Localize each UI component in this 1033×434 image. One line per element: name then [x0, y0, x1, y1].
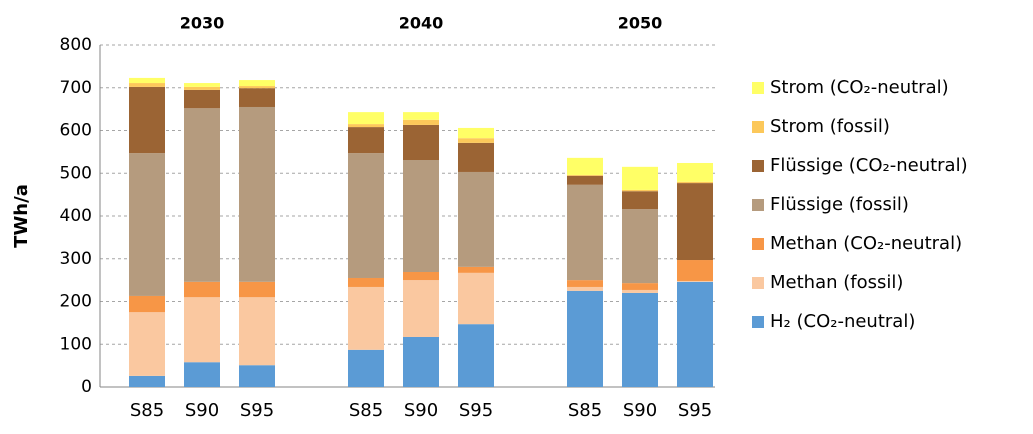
bar-segment — [348, 124, 384, 128]
bar-segment — [567, 157, 603, 175]
bar-segment — [622, 209, 658, 284]
bar-segment — [677, 183, 713, 261]
x-tick-label: S95 — [459, 400, 493, 421]
bar-segment — [348, 277, 384, 287]
y-tick-label: 800 — [60, 35, 92, 55]
bar-segment — [184, 83, 220, 87]
bar-segment — [184, 281, 220, 298]
bar-segment — [458, 127, 494, 139]
bar-segment — [677, 181, 713, 184]
bar-segment — [458, 272, 494, 325]
bar-segment — [567, 175, 603, 185]
bar-segment — [622, 283, 658, 290]
bar-segment — [129, 375, 165, 387]
bar-segment — [129, 153, 165, 296]
bar-segment — [348, 112, 384, 125]
bar-segment — [184, 89, 220, 109]
x-tick-label: S85 — [349, 400, 383, 421]
x-tick-label: S95 — [240, 400, 274, 421]
bar-segment — [184, 86, 220, 90]
x-tick-label: S90 — [623, 400, 657, 421]
bar-segment — [622, 289, 658, 293]
y-tick-label: 600 — [60, 121, 92, 141]
bar-segment — [129, 86, 165, 154]
bar-segment — [403, 159, 439, 273]
bar-segment — [403, 112, 439, 120]
bar-segment — [129, 83, 165, 87]
bar-segment — [622, 166, 658, 190]
x-tick-label: S90 — [185, 400, 219, 421]
group-label: 2050 — [618, 14, 663, 33]
bar-segment — [239, 106, 275, 282]
legend-swatch — [752, 316, 764, 328]
x-tick-label: S85 — [568, 400, 602, 421]
bar-segment — [348, 153, 384, 278]
legend-swatch — [752, 160, 764, 172]
legend-label: Flüssige (CO₂-neutral) — [770, 155, 968, 176]
bar-segment — [239, 88, 275, 107]
bar-segment — [677, 280, 713, 282]
bar-segment — [184, 108, 220, 282]
legend-swatch — [752, 199, 764, 211]
legend-swatch — [752, 238, 764, 250]
bar-segment — [567, 286, 603, 291]
bar-segment — [403, 272, 439, 281]
bar-segment — [567, 174, 603, 176]
bar-segment — [239, 86, 275, 89]
legend-label: Strom (fossil) — [770, 116, 890, 137]
bar-segment — [567, 184, 603, 281]
bar-segment — [129, 295, 165, 313]
bar-segment — [239, 80, 275, 87]
bar-segment — [403, 124, 439, 160]
y-tick-label: 200 — [60, 292, 92, 312]
bar-segment — [458, 171, 494, 267]
legend-label: H₂ (CO₂-neutral) — [770, 311, 915, 332]
bar-segment — [348, 349, 384, 387]
y-tick-label: 700 — [60, 78, 92, 98]
y-tick-label: 0 — [81, 377, 92, 397]
bar-segment — [403, 119, 439, 125]
legend-swatch — [752, 121, 764, 133]
x-tick-label: S95 — [678, 400, 712, 421]
bar-segment — [184, 362, 220, 387]
bar-segment — [239, 365, 275, 387]
group-label: 2030 — [180, 14, 225, 33]
bar-segment — [677, 162, 713, 182]
x-tick-label: S90 — [404, 400, 438, 421]
bar-segment — [458, 266, 494, 273]
group-label: 2040 — [399, 14, 444, 33]
bar-segment — [403, 280, 439, 337]
legend-swatch — [752, 277, 764, 289]
bar-segment — [184, 297, 220, 363]
legend-label: Strom (CO₂-neutral) — [770, 77, 949, 98]
bar-segment — [129, 77, 165, 84]
bar-segment — [458, 324, 494, 387]
legend-swatch — [752, 82, 764, 94]
legend-label: Flüssige (fossil) — [770, 194, 909, 215]
bar-segment — [622, 191, 658, 210]
bar-segment — [239, 281, 275, 298]
bar-segment — [622, 189, 658, 192]
bar-segment — [348, 127, 384, 154]
y-tick-label: 100 — [60, 334, 92, 354]
bar-segment — [677, 281, 713, 387]
y-tick-label: 500 — [60, 163, 92, 183]
bar-segment — [348, 286, 384, 350]
bar-segment — [567, 280, 603, 287]
bar-segment — [403, 336, 439, 387]
legend-label: Methan (CO₂-neutral) — [770, 233, 962, 254]
y-tick-label: 300 — [60, 249, 92, 269]
y-axis-label: TWh/a — [11, 184, 32, 248]
x-tick-label: S85 — [130, 400, 164, 421]
bar-segment — [677, 260, 713, 281]
bar-segment — [567, 290, 603, 387]
y-tick-label: 400 — [60, 206, 92, 226]
bar-segment — [129, 312, 165, 376]
bar-segment — [458, 142, 494, 172]
bar-segment — [239, 297, 275, 366]
bar-segment — [458, 138, 494, 143]
bar-segment — [622, 292, 658, 387]
legend-label: Methan (fossil) — [770, 272, 903, 293]
